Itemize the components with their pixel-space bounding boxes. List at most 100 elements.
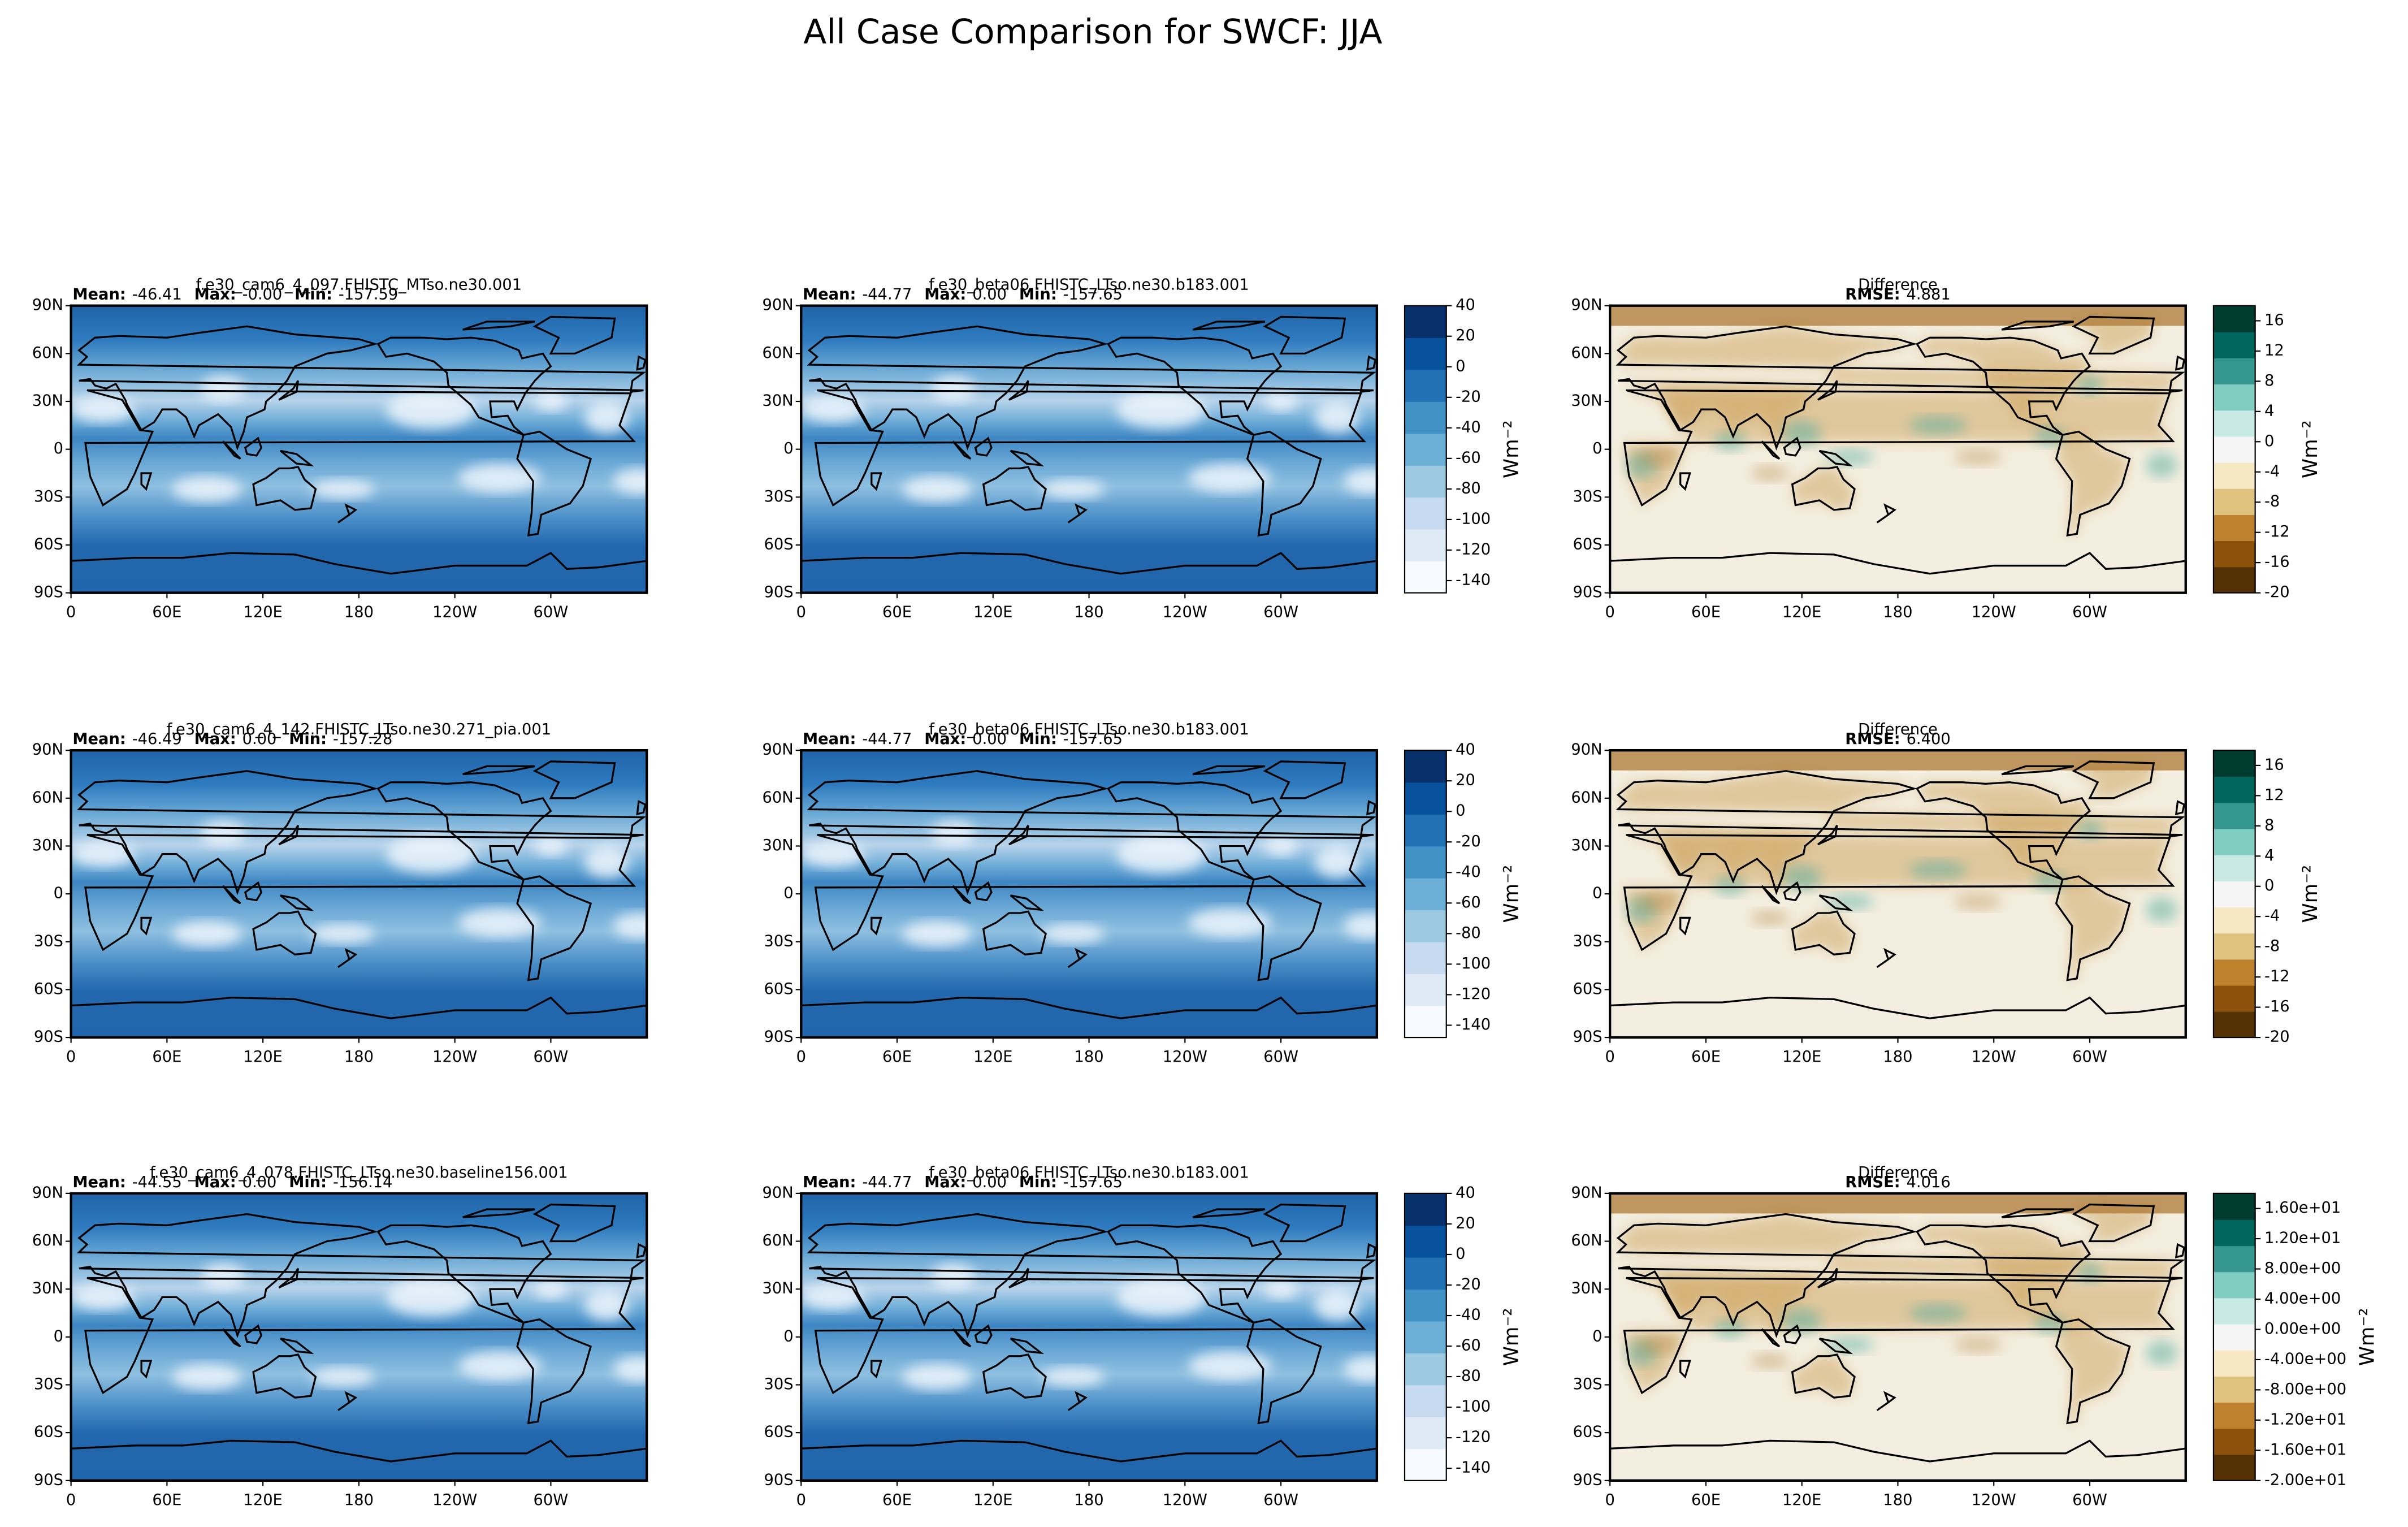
colorbar-tick-label: -80 <box>1456 1368 1481 1385</box>
coastline <box>1610 1439 2186 1463</box>
colorbar-frame <box>2212 305 2256 594</box>
x-tick-label: 60W <box>2072 604 2107 621</box>
coastline <box>1623 389 2175 507</box>
field-shading <box>2146 452 2178 478</box>
x-tick-label: 120E <box>243 1048 282 1066</box>
coastline <box>2394 380 2408 400</box>
colorbar-tick-label: -20 <box>1456 1275 1481 1293</box>
coastline <box>2175 800 2185 816</box>
stat-value: 6.400 <box>1907 730 1951 748</box>
colorbar-frame <box>1404 1192 1447 1481</box>
y-tick-label: 60S <box>1573 1424 1602 1441</box>
coastline <box>252 465 317 511</box>
field-shading <box>1343 912 1377 939</box>
coastline <box>140 916 153 936</box>
coastline <box>532 315 616 354</box>
coastline <box>337 503 358 524</box>
colorbar-band <box>2213 1428 2255 1455</box>
coastline <box>222 885 241 905</box>
x-tick-label: 0 <box>1605 604 1615 621</box>
colorbar-tick-label: -140 <box>1456 572 1491 589</box>
colorbar-band <box>2213 750 2255 777</box>
colorbar-tick-label: -100 <box>1456 1398 1491 1416</box>
colorbar-tick-label: 1.20e+01 <box>2264 1230 2341 1247</box>
colorbar-band <box>2213 1323 2255 1351</box>
panel-title: Difference <box>1858 1164 1938 1182</box>
coastline <box>717 1361 727 1377</box>
field-shading <box>1909 860 1967 880</box>
y-tick-label: 30S <box>1573 488 1602 505</box>
panel-stats: Mean: -46.41 Max: -0.00 Min: -157.59 <box>72 285 398 303</box>
coastline <box>1263 760 1346 799</box>
y-tick-label: 0 <box>783 1327 793 1345</box>
coastline <box>1498 1205 1578 1242</box>
colorbar-tick-label: 12 <box>2264 341 2284 359</box>
field-shading <box>613 1356 647 1382</box>
coastline <box>689 762 769 798</box>
field-shading <box>71 396 135 422</box>
coastline <box>982 1353 1047 1399</box>
x-tick-label: 0 <box>796 1048 806 1066</box>
y-tick-label: 90N <box>1571 741 1602 759</box>
coastline <box>1551 1326 1567 1343</box>
coastline <box>982 910 1047 956</box>
colorbar-tick-label: 4 <box>2264 847 2274 864</box>
y-tick-label: 60N <box>762 344 793 362</box>
coastline <box>870 916 882 936</box>
panel-stats: Mean: -44.77 Max: 0.00 Min: -157.65 <box>803 730 1123 748</box>
colorbar-tick-label: 0 <box>1456 802 1465 820</box>
coastline <box>801 552 1377 575</box>
coastline <box>974 1324 993 1344</box>
colorbar-tick-label: -12 <box>2264 523 2290 540</box>
field-shading <box>2077 1264 2103 1283</box>
stat-name: Max: <box>924 730 966 748</box>
coastline <box>0 1320 15 1424</box>
stat-name: Min: <box>1019 1173 1057 1191</box>
coastline <box>952 885 972 905</box>
field-shading <box>535 836 567 856</box>
coastline <box>2055 1318 2131 1425</box>
colorbar-band <box>1404 433 1446 466</box>
coastline <box>84 834 636 951</box>
x-tick-label: 0 <box>66 604 76 621</box>
panel-stats: RMSE: 6.400 <box>1845 730 1950 748</box>
colorbar-band <box>1404 1193 1446 1226</box>
colorbar-tick-label: -4 <box>2264 907 2280 925</box>
map-area <box>71 750 647 1038</box>
x-tick-label: 120W <box>432 1491 477 1509</box>
y-tick-label: 90S <box>764 583 794 601</box>
stat-name: Min: <box>1019 730 1057 748</box>
stat-value: 0.00 <box>972 285 1007 303</box>
coastline <box>516 875 592 981</box>
colorbar-band <box>2213 436 2255 463</box>
colorbar-tick-label: -20 <box>2264 1028 2290 1046</box>
field-shading <box>1917 1225 2090 1323</box>
colorbar-band <box>1404 1005 1446 1038</box>
colorbar-label: Wm⁻² <box>1500 865 1523 923</box>
y-tick-label: 90N <box>1571 296 1602 314</box>
coastline <box>1010 894 1045 911</box>
field-shading <box>200 820 246 846</box>
panel-title: f.e30_beta06.FHISTC_LTso.ne30.b183.001 <box>929 276 1249 294</box>
field-shading <box>2077 820 2103 840</box>
x-tick-label: 60E <box>882 1048 912 1066</box>
field-shading <box>1116 390 1206 429</box>
colorbar-tick-label: -60 <box>1456 894 1481 911</box>
colorbar-tick-label: 0 <box>1456 357 1465 375</box>
coastline <box>1107 336 1283 436</box>
coastline <box>1192 321 1266 331</box>
coastline <box>672 1320 745 1424</box>
stat-name: Min: <box>289 1173 327 1191</box>
y-tick-label: 90S <box>34 583 63 601</box>
field-shading <box>1751 1353 1790 1369</box>
x-tick-label: 180 <box>1883 1048 1912 1066</box>
coastline <box>1783 881 1801 902</box>
x-tick-label: 0 <box>1605 1491 1615 1509</box>
coastline <box>801 996 1377 1019</box>
coastline <box>278 825 299 846</box>
coastline <box>672 876 745 980</box>
x-tick-label: 60E <box>882 1491 912 1509</box>
coastline <box>280 449 314 467</box>
coastline <box>376 1224 552 1323</box>
colorbar-tick-label: 0 <box>2264 432 2274 450</box>
